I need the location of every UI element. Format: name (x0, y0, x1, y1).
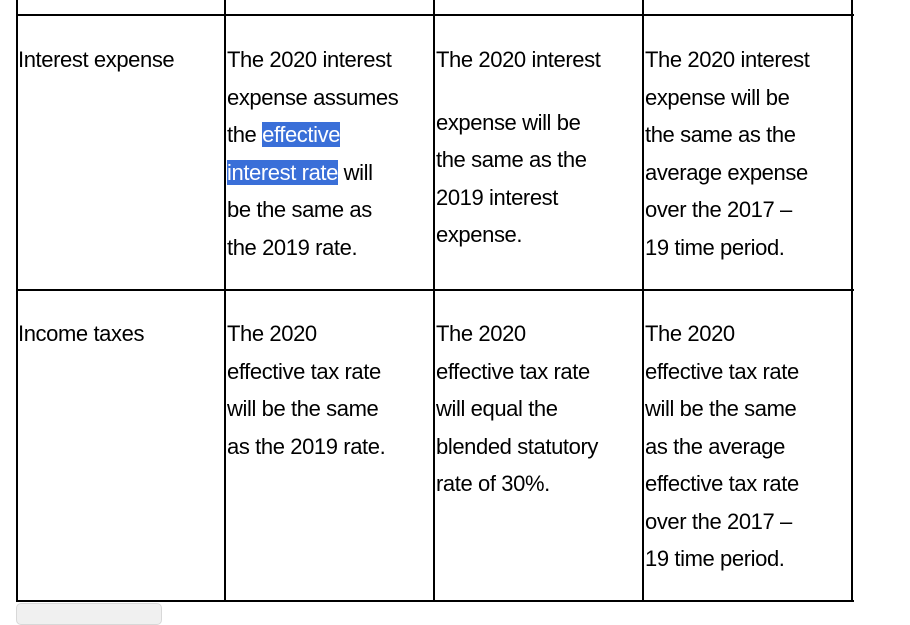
cell-line: The 2020 interest (436, 47, 601, 72)
cell-line: as the average (645, 433, 785, 459)
cell-line: 19 time period. (645, 234, 785, 260)
table-border (433, 0, 435, 602)
cell-line: blended statutory (436, 433, 598, 459)
cell-line: over the 2017 – (645, 197, 792, 222)
table-border (16, 289, 854, 291)
cell-line: The 2020 (436, 321, 526, 346)
cell-line: The 2020 (227, 321, 317, 346)
selected-text[interactable]: effective (262, 122, 341, 147)
cell-line: effective tax rate (645, 471, 799, 496)
cell-line: will be the same (227, 396, 379, 421)
table-cell: The 2020 effective tax rate will be the … (645, 315, 799, 578)
cell-line: be the same as (227, 197, 372, 222)
cell-text: will (337, 159, 373, 185)
table-cell: The 2020 interest expense will be the sa… (436, 41, 601, 254)
cell-line: expense will be (645, 84, 790, 110)
cell-line: will be the same (645, 396, 797, 421)
cell-line: expense will be (436, 109, 581, 135)
table-cell: The 2020 effective tax rate will be the … (227, 315, 386, 465)
row-label-text: Interest expense (18, 47, 175, 72)
cell-line: as the 2019 rate. (227, 433, 386, 459)
cell-text: the (227, 122, 263, 147)
selected-text[interactable]: interest rate (227, 159, 338, 185)
cell-line: The 2020 (645, 321, 735, 346)
cell-line: the same as the (436, 147, 587, 172)
cell-line: over the 2017 – (645, 508, 792, 534)
table-border (16, 14, 854, 16)
row-label-text: Income taxes (18, 321, 145, 346)
cell-line: effective tax rate (227, 358, 381, 384)
row-label: Income taxes (18, 315, 144, 353)
cell-line: The 2020 interest (645, 47, 810, 72)
table-border (642, 0, 644, 602)
cell-line: expense assumes (227, 84, 399, 110)
table-cell: The 2020 interest expense will be the sa… (645, 41, 810, 266)
table-border (16, 0, 18, 602)
cell-line: average expense (645, 159, 808, 185)
cell-line: the effective (227, 116, 398, 154)
cell-line: the 2019 rate. (227, 234, 358, 260)
cell-line: 2019 interest (436, 184, 558, 210)
cell-line: effective tax rate (436, 358, 590, 384)
partial-button[interactable] (16, 603, 162, 625)
cell-line: will equal the (436, 396, 558, 421)
table-cell: The 2020 effective tax rate will equal t… (436, 315, 598, 503)
table-border (851, 0, 853, 602)
table-border (16, 600, 854, 602)
cell-line: the same as the (645, 122, 796, 147)
cell-line: rate of 30%. (436, 471, 550, 496)
cell-line: effective tax rate (645, 358, 799, 384)
cell-line: expense. (436, 222, 523, 247)
row-label: Interest expense (18, 41, 175, 79)
table-border (224, 0, 226, 602)
cell-line: 19 time period. (645, 546, 785, 571)
cell-line: interest rate will (227, 154, 398, 192)
cell-line: The 2020 interest (227, 47, 392, 72)
table-cell: The 2020 interest expense assumes the ef… (227, 41, 399, 266)
